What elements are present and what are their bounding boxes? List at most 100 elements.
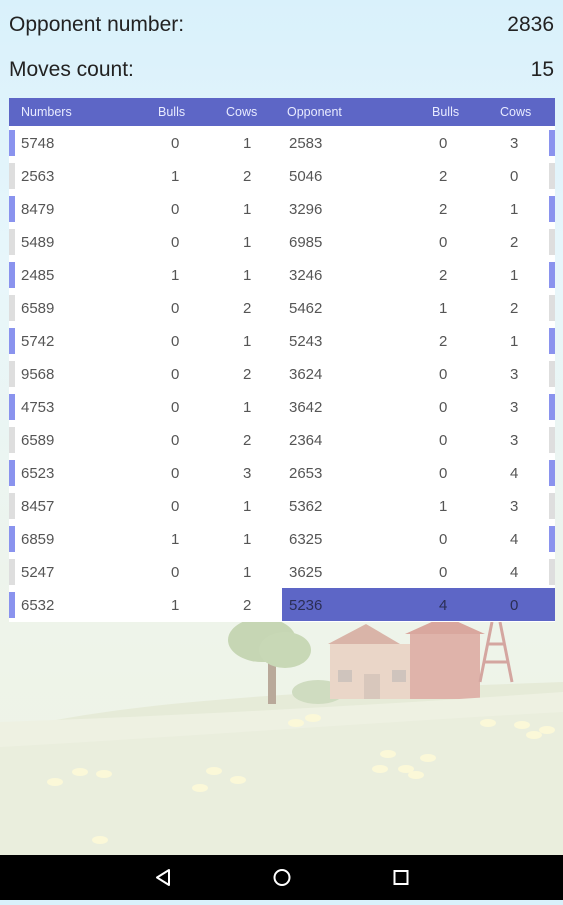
player-guess-number-cell: 8479	[21, 201, 55, 218]
opponent-guess-number-cell: 2653	[289, 465, 323, 482]
player-guess-cows-cell: 1	[243, 201, 252, 218]
back-triangle-icon	[156, 869, 170, 886]
opponent-guess-bulls-cell: 2	[439, 168, 448, 185]
opponent-guess-number-cell: 3296	[289, 201, 323, 218]
opponent-guess-row: 3296 2 1	[282, 192, 555, 225]
opponent-guess-bulls-cell: 0	[439, 399, 448, 416]
header-opponent-cows: Cows	[500, 105, 532, 119]
player-guess-row-marker	[9, 328, 15, 354]
header-numbers: Numbers	[21, 105, 72, 119]
player-guess-row-marker	[9, 460, 15, 486]
opponent-guess-cows-cell: 4	[510, 531, 519, 548]
opponent-guess-row: 3642 0 3	[282, 390, 555, 423]
opponent-guess-row-marker	[549, 229, 555, 255]
header-bulls: Bulls	[158, 105, 186, 119]
android-navigation-bar	[0, 855, 563, 900]
player-guess-bulls-cell: 0	[171, 201, 180, 218]
player-guess-cows-cell: 2	[243, 432, 252, 449]
player-guess-row: 2485 1 1	[9, 258, 282, 291]
opponent-guess-bulls-cell: 0	[439, 531, 448, 548]
opponent-guess-number-cell: 3624	[289, 366, 323, 383]
player-guess-row: 8479 0 1	[9, 192, 282, 225]
opponent-guess-row: 2583 0 3	[282, 126, 555, 159]
opponent-guess-row: 6985 0 2	[282, 225, 555, 258]
player-guess-row-marker	[9, 559, 15, 585]
opponent-guess-row-marker	[549, 559, 555, 585]
opponent-guess-row: 2364 0 3	[282, 423, 555, 456]
opponent-guess-cows-cell: 2	[510, 234, 519, 251]
opponent-guess-cows-cell: 1	[510, 267, 519, 284]
opponent-guess-row-marker	[549, 361, 555, 387]
opponent-guess-number-cell: 5236	[289, 597, 323, 614]
opponent-guess-row: 3625 0 4	[282, 555, 555, 588]
player-guess-row: 6523 0 3	[9, 456, 282, 489]
opponent-guess-cows-cell: 1	[510, 333, 519, 350]
player-guess-row-marker	[9, 229, 15, 255]
player-guess-cows-cell: 1	[243, 333, 252, 350]
opponent-guess-row-marker	[549, 460, 555, 486]
player-guess-row-marker	[9, 262, 15, 288]
player-guess-row: 6859 1 1	[9, 522, 282, 555]
farm-background-illustration	[0, 622, 563, 855]
player-guess-row: 5748 0 1	[9, 126, 282, 159]
player-guess-row: 5742 0 1	[9, 324, 282, 357]
opponent-guess-cows-cell: 3	[510, 366, 519, 383]
opponent-guess-row-marker	[549, 130, 555, 156]
player-guess-row-marker	[9, 130, 15, 156]
moves-count-value: 15	[530, 58, 554, 81]
opponent-guess-row: 5243 2 1	[282, 324, 555, 357]
opponent-guess-cows-cell: 4	[510, 465, 519, 482]
header-cows: Cows	[226, 105, 258, 119]
player-guess-bulls-cell: 1	[171, 267, 180, 284]
player-guess-cows-cell: 1	[243, 531, 252, 548]
player-guess-bulls-cell: 0	[171, 333, 180, 350]
player-guess-row-marker	[9, 427, 15, 453]
opponent-number-label: Opponent number:	[9, 13, 185, 36]
recent-square-icon	[393, 870, 409, 885]
player-guess-row-marker	[9, 592, 15, 618]
player-guess-cows-cell: 2	[243, 366, 252, 383]
nav-home-button[interactable]	[252, 855, 312, 900]
opponent-guess-bulls-cell: 2	[439, 267, 448, 284]
player-guess-row: 6589 0 2	[9, 423, 282, 456]
opponent-guess-row: 5462 1 2	[282, 291, 555, 324]
opponent-guess-row-marker	[549, 526, 555, 552]
player-guess-cows-cell: 1	[243, 399, 252, 416]
opponent-guess-row-marker	[549, 493, 555, 519]
player-guess-bulls-cell: 0	[171, 234, 180, 251]
player-guess-number-cell: 6532	[21, 597, 55, 614]
opponent-guess-row-marker	[549, 295, 555, 321]
player-guess-number-cell: 4753	[21, 399, 55, 416]
opponent-guess-cows-cell: 0	[510, 597, 519, 614]
player-guess-number-cell: 5247	[21, 564, 55, 581]
opponent-guess-row-marker	[549, 394, 555, 420]
opponent-guess-number-cell: 6985	[289, 234, 323, 251]
moves-count-row: Moves count: 15	[9, 53, 554, 87]
player-guess-cows-cell: 1	[243, 498, 252, 515]
player-guess-row-marker	[9, 196, 15, 222]
player-guess-bulls-cell: 0	[171, 366, 180, 383]
opponent-guess-row: 2653 0 4	[282, 456, 555, 489]
player-guess-number-cell: 5489	[21, 234, 55, 251]
player-guess-row: 5489 0 1	[9, 225, 282, 258]
opponent-guess-cows-cell: 0	[510, 168, 519, 185]
opponent-guess-bulls-cell: 2	[439, 333, 448, 350]
player-guess-bulls-cell: 1	[171, 597, 180, 614]
opponent-guess-cows-cell: 3	[510, 432, 519, 449]
player-guess-row: 2563 1 2	[9, 159, 282, 192]
opponent-number-row: Opponent number: 2836	[9, 8, 554, 42]
player-guess-cows-cell: 1	[243, 564, 252, 581]
opponent-guess-bulls-cell: 1	[439, 498, 448, 515]
player-guess-row-marker	[9, 394, 15, 420]
opponent-guess-cows-cell: 1	[510, 201, 519, 218]
nav-back-button[interactable]	[133, 855, 193, 900]
opponent-guess-row-marker	[549, 196, 555, 222]
nav-recent-apps-button[interactable]	[371, 855, 431, 900]
player-guesses-list: 5748 0 1 2563 1 2 8479 0 1 5489 0 1 2485 1 1 6589 0 2 5742…	[9, 126, 282, 622]
player-guess-row-marker	[9, 526, 15, 552]
opponent-guess-number-cell: 3246	[289, 267, 323, 284]
opponent-guess-number-cell: 5362	[289, 498, 323, 515]
guesses-table: Numbers Bulls Cows Opponent Bulls Cows 5…	[9, 98, 555, 622]
player-guess-number-cell: 8457	[21, 498, 55, 515]
opponent-guess-cows-cell: 3	[510, 399, 519, 416]
